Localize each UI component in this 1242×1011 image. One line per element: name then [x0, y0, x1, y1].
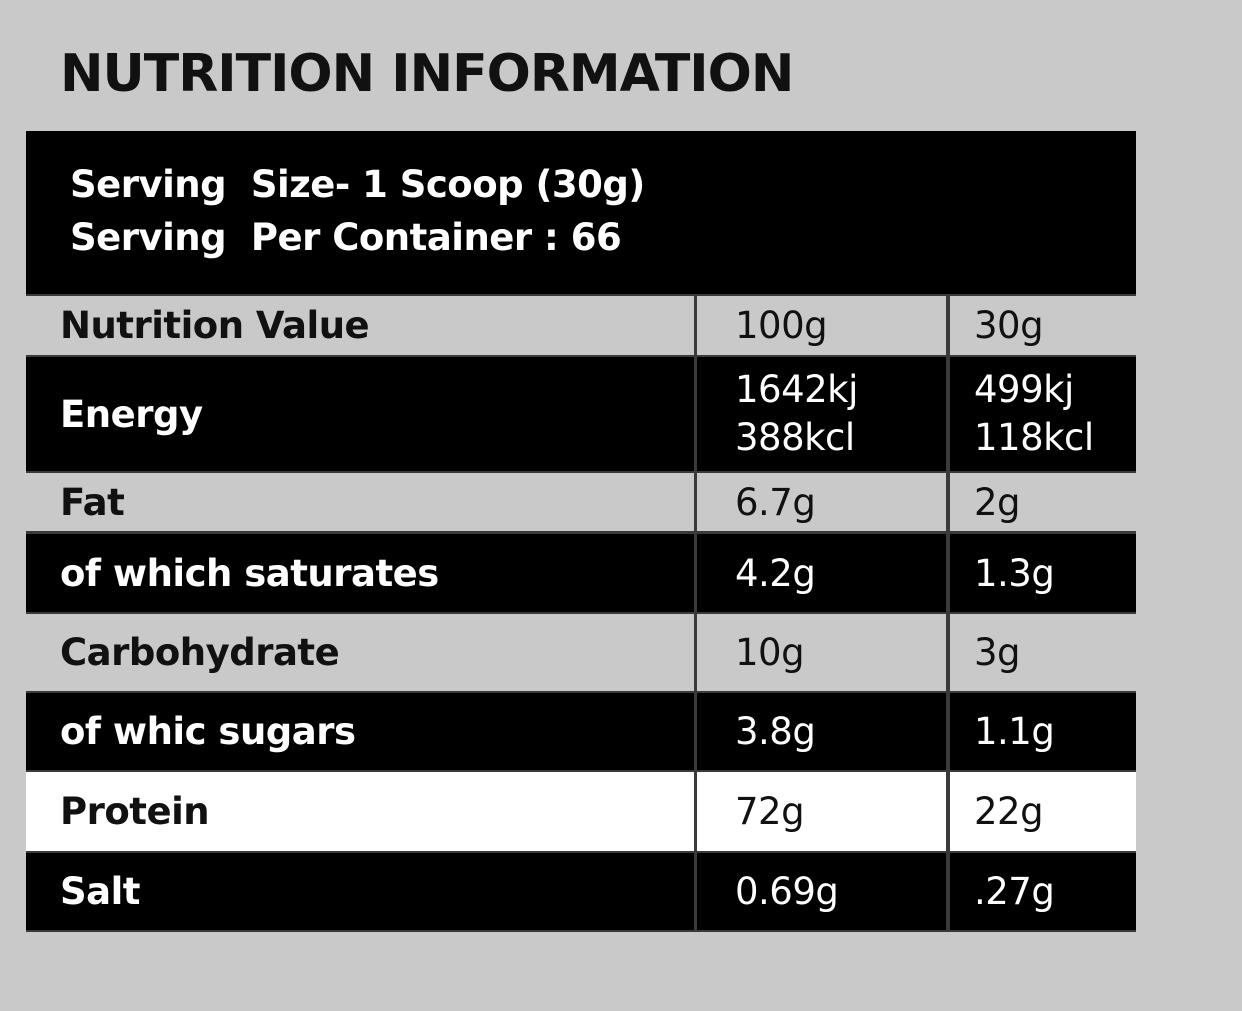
value-cell: 22g	[950, 772, 1136, 851]
value-cell: 4.2g	[697, 534, 946, 612]
row-label: Protein	[26, 772, 694, 851]
value-cell: 3.8g	[697, 693, 946, 770]
value-cell: 3g	[950, 614, 1136, 691]
header-cell: 100g	[697, 296, 946, 355]
value-cell: 72g	[697, 772, 946, 851]
value-cell: 1.1g	[950, 693, 1136, 770]
value-line: 499kj	[974, 367, 1074, 411]
value-lines: 1642kj 388kcl	[735, 366, 858, 462]
value-line: 118kcl	[974, 416, 1094, 459]
value-cell: 10g	[697, 614, 946, 691]
serving-block: Serving Size- 1 Scoop (30g) Serving Per …	[26, 131, 1136, 294]
row-label: of which saturates	[26, 534, 694, 612]
value-cell: 0.69g	[697, 853, 946, 930]
row-label: Energy	[26, 357, 694, 471]
title: NUTRITION INFORMATION	[60, 44, 794, 104]
header-cell: 30g	[950, 296, 1136, 355]
serving-size: Serving Size- 1 Scoop (30g)	[70, 163, 645, 206]
header-cell: Nutrition Value	[26, 296, 694, 355]
row-label: of whic sugars	[26, 693, 694, 770]
value-cell: 499kj 118kcl	[950, 357, 1136, 471]
value-cell: 2g	[950, 473, 1136, 531]
row-label: Salt	[26, 853, 694, 930]
value-line: 1642kj	[735, 367, 858, 411]
value-line: 388kcl	[735, 416, 855, 459]
row-label: Carbohydrate	[26, 614, 694, 691]
value-lines: 499kj 118kcl	[974, 366, 1094, 462]
value-cell: .27g	[950, 853, 1136, 930]
value-cell: 1642kj 388kcl	[697, 357, 946, 471]
value-cell: 6.7g	[697, 473, 946, 531]
value-cell: 1.3g	[950, 534, 1136, 612]
row-label: Fat	[26, 473, 694, 531]
serving-per-container: Serving Per Container : 66	[70, 216, 622, 259]
